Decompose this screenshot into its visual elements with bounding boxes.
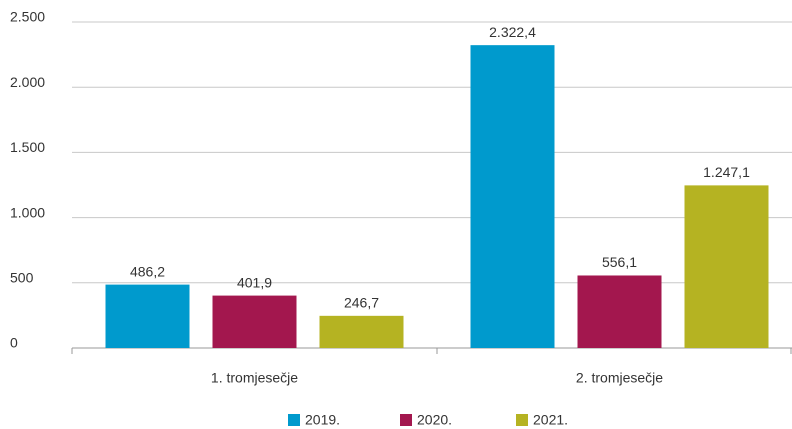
bar bbox=[684, 185, 769, 348]
bar bbox=[105, 284, 190, 348]
bar bbox=[470, 45, 555, 349]
y-tick-label: 500 bbox=[10, 270, 34, 286]
bar bbox=[212, 295, 297, 348]
value-label: 401,9 bbox=[237, 274, 272, 290]
legend-label: 2021. bbox=[533, 412, 568, 428]
bar bbox=[319, 315, 404, 348]
y-tick-label: 1.500 bbox=[10, 139, 45, 155]
value-label: 1.247,1 bbox=[703, 164, 750, 180]
y-tick-label: 2.500 bbox=[10, 9, 45, 25]
legend-label: 2019. bbox=[305, 412, 340, 428]
value-label: 2.322,4 bbox=[489, 24, 536, 40]
y-tick-label: 1.000 bbox=[10, 204, 45, 220]
legend-swatch bbox=[516, 414, 528, 426]
legend-swatch bbox=[400, 414, 412, 426]
y-tick-label: 0 bbox=[10, 335, 18, 351]
legend-swatch bbox=[288, 414, 300, 426]
x-tick-label: 1. tromjesečje bbox=[211, 370, 298, 386]
bar bbox=[577, 275, 662, 348]
y-tick-label: 2.000 bbox=[10, 74, 45, 90]
legend-label: 2020. bbox=[417, 412, 452, 428]
value-label: 486,2 bbox=[130, 263, 165, 279]
value-label: 556,1 bbox=[602, 254, 637, 270]
value-label: 246,7 bbox=[344, 295, 379, 311]
x-tick-label: 2. tromjesečje bbox=[576, 370, 663, 386]
